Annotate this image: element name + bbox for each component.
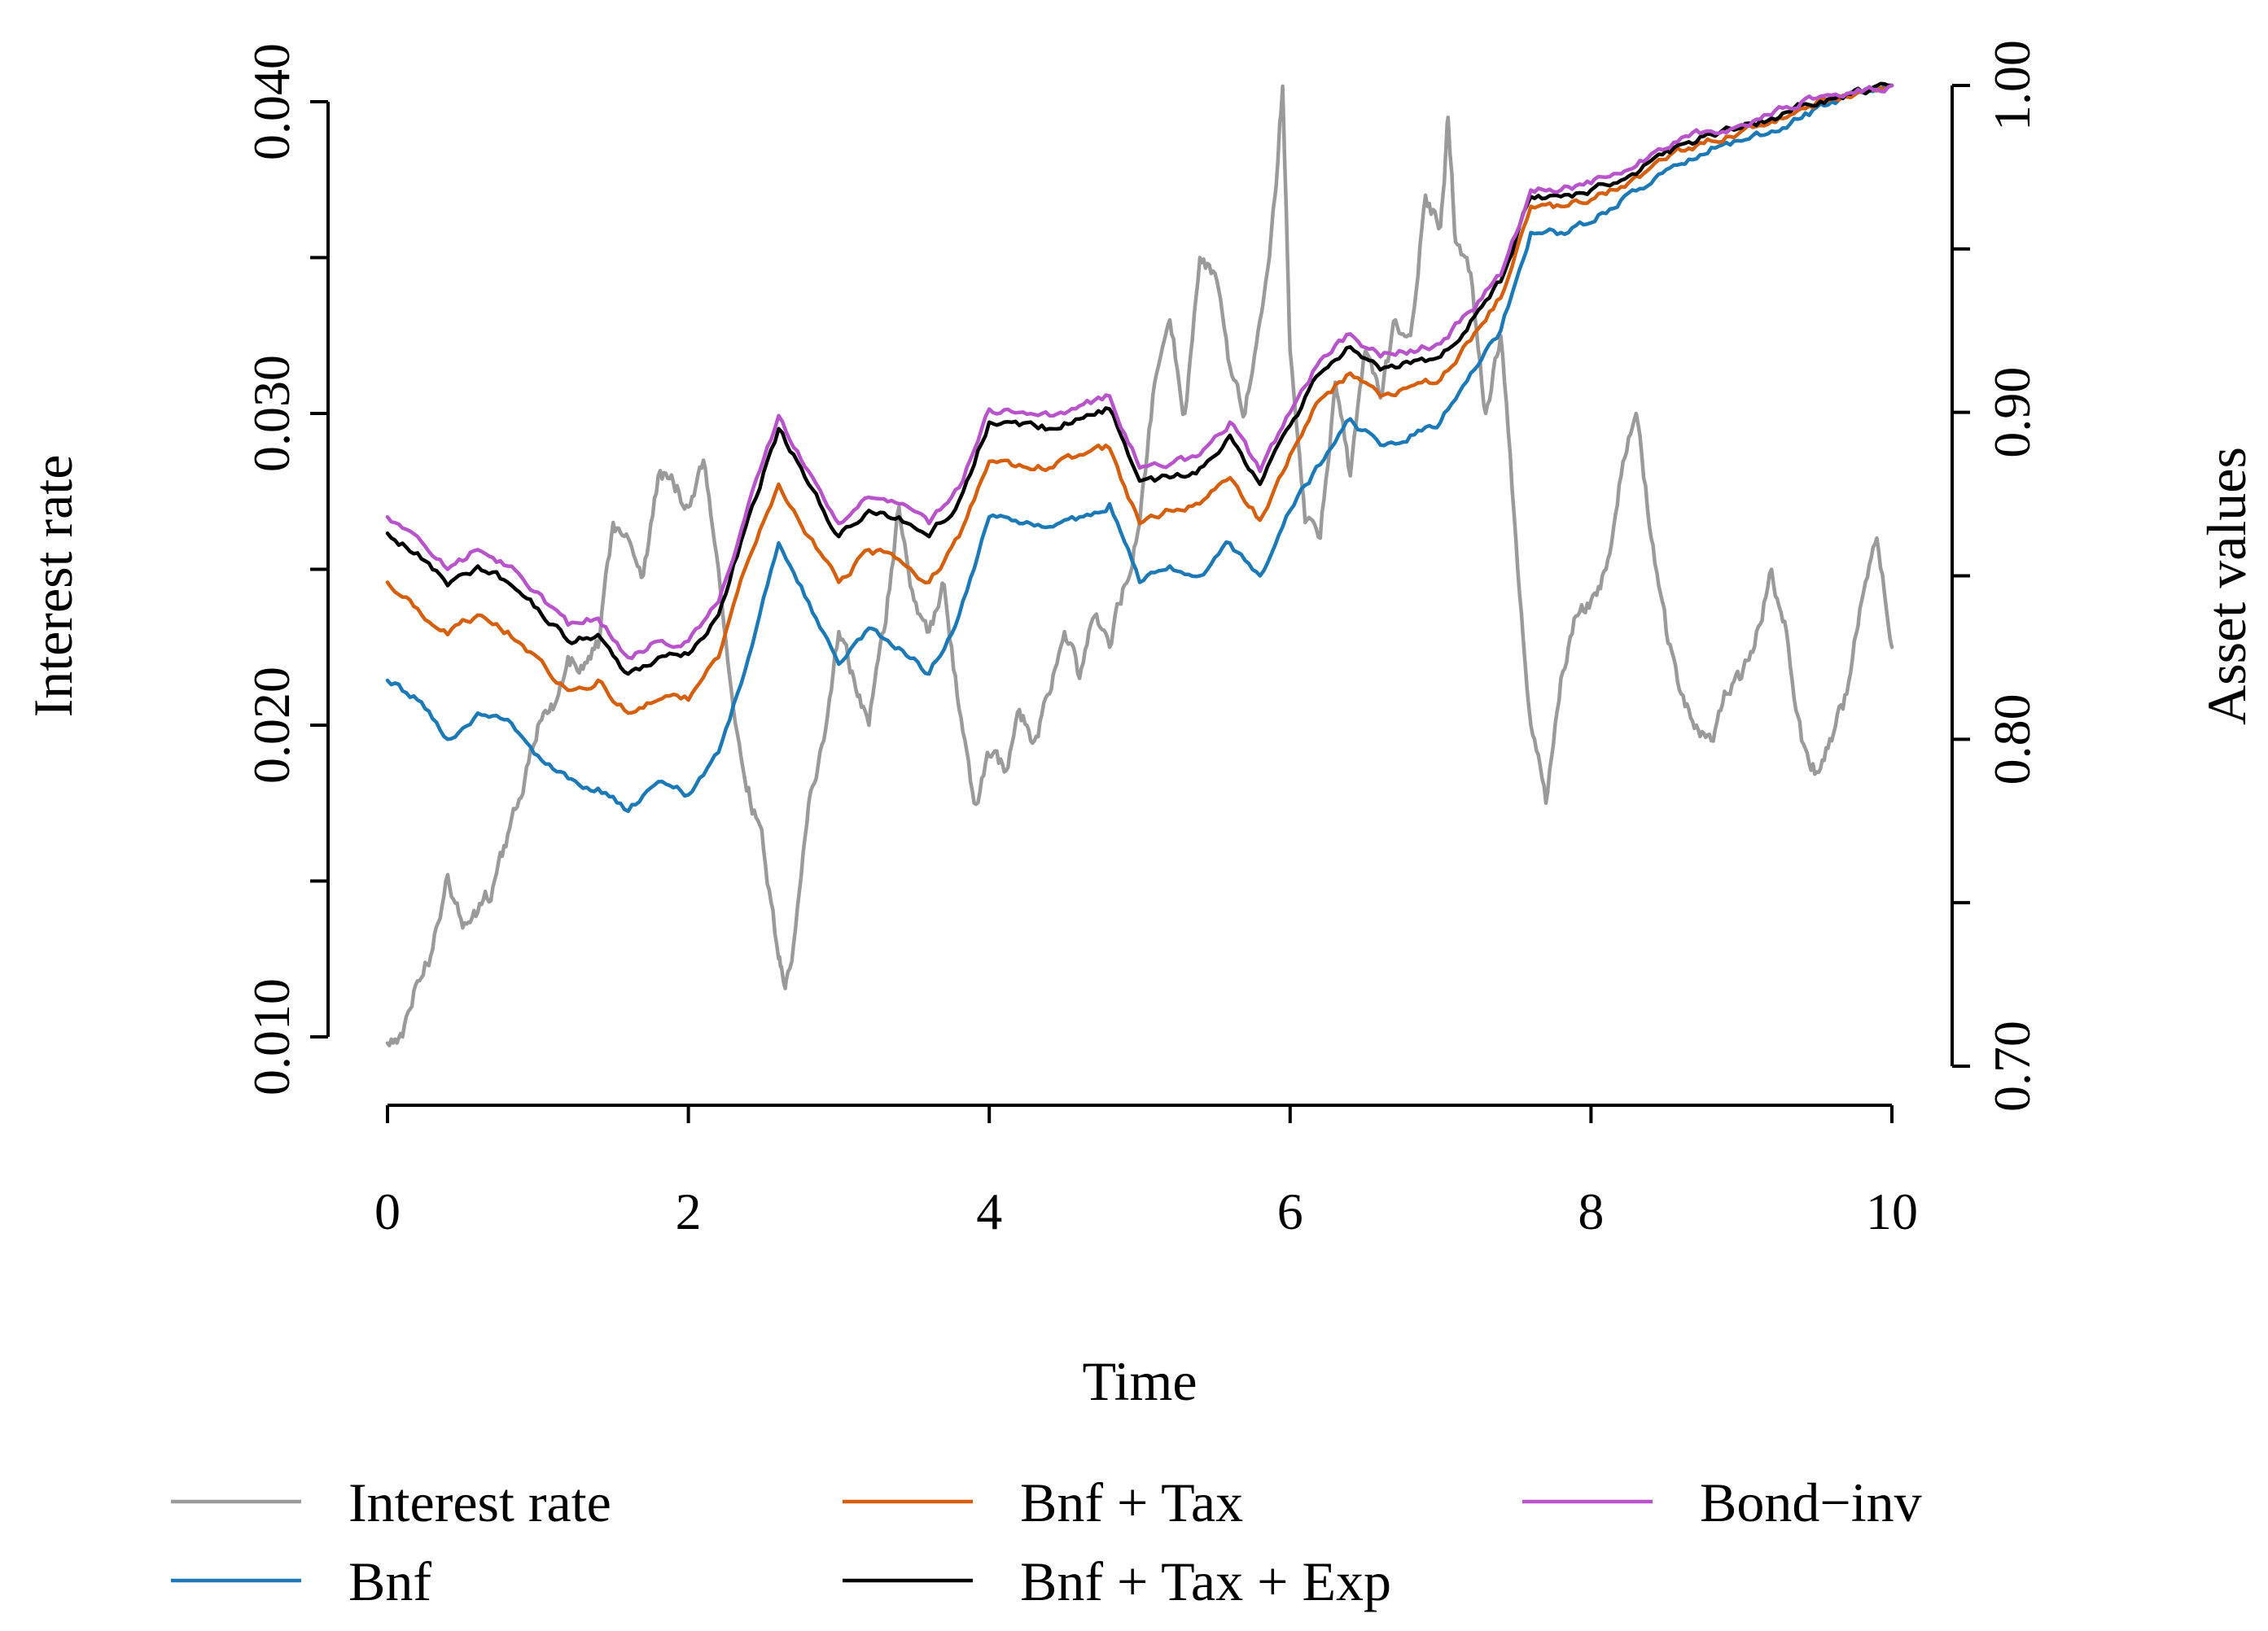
x-axis-title: Time bbox=[1082, 1350, 1197, 1412]
x-axis-tick-label: 2 bbox=[676, 1183, 702, 1240]
x-axis-tick-label: 4 bbox=[976, 1183, 1002, 1240]
left-axis-title: Interest rate bbox=[22, 455, 84, 718]
bottom-axis-ticks: 0 2 4 6 8 10 bbox=[374, 1105, 1918, 1240]
legend: Interest rate Bnf Bnf + Tax Bnf + Tax + Exp… bbox=[171, 1471, 1922, 1612]
legend-label-bnf: Bnf bbox=[348, 1550, 431, 1612]
right-axis-tick-label: 0.90 bbox=[1983, 367, 2041, 458]
right-axis-tick-label: 0.80 bbox=[1983, 693, 2041, 785]
legend-label-bnf-tax-exp: Bnf + Tax + Exp bbox=[1020, 1550, 1391, 1612]
right-axis-ticks: 0.70 0.80 0.90 1.00 bbox=[1952, 40, 2041, 1112]
series-line-bnf-tax-exp bbox=[385, 81, 1894, 676]
legend-label-bnf-tax: Bnf + Tax bbox=[1020, 1471, 1243, 1533]
x-axis-tick-label: 10 bbox=[1866, 1183, 1918, 1240]
legend-label-interest-rate: Interest rate bbox=[348, 1471, 611, 1533]
series-line-bond-inv bbox=[385, 83, 1894, 661]
right-axis-tick-label: 1.00 bbox=[1983, 40, 2041, 131]
left-axis-ticks: 0.010 0.020 0.030 0.040 bbox=[243, 43, 328, 1095]
left-axis-tick-label: 0.020 bbox=[243, 667, 300, 784]
series-line-bnf bbox=[385, 83, 1894, 813]
right-axis-tick-label: 0.70 bbox=[1983, 1021, 2041, 1112]
series-line-bnf-tax bbox=[385, 83, 1894, 715]
right-axis-title: Asset values bbox=[2196, 447, 2257, 725]
legend-label-bond-inv: Bond−inv bbox=[1700, 1471, 1922, 1533]
series-line-interest-rate bbox=[385, 84, 1894, 1047]
x-axis-tick-label: 8 bbox=[1578, 1183, 1604, 1240]
series-layer bbox=[385, 81, 1894, 1047]
left-axis-tick-label: 0.040 bbox=[243, 43, 300, 160]
x-axis-tick-label: 0 bbox=[374, 1183, 401, 1240]
x-axis-tick-label: 6 bbox=[1277, 1183, 1303, 1240]
left-axis-tick-label: 0.010 bbox=[243, 978, 300, 1095]
axes-layer: 0.010 0.020 0.030 0.040 0.70 0.80 0.90 1.00 0 2… bbox=[243, 40, 2041, 1240]
left-axis-tick-label: 0.030 bbox=[243, 355, 300, 472]
